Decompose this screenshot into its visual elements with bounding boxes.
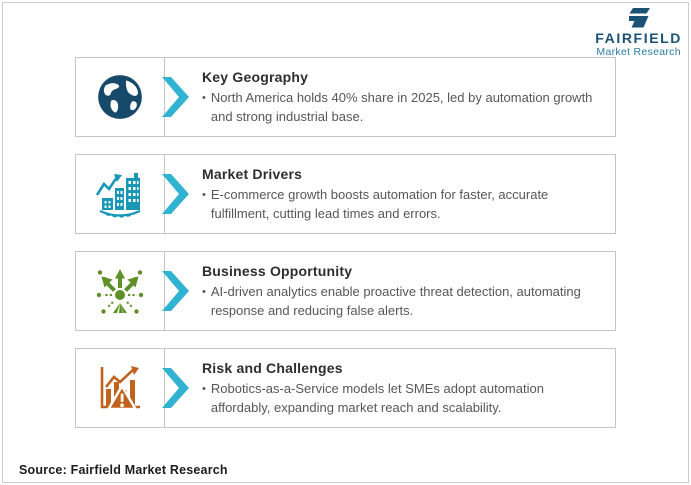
insight-text: Risk and Challenges • Robotics-as-a-Serv… <box>165 349 615 427</box>
row-business-opportunity: Business Opportunity • AI-driven analyti… <box>75 251 616 331</box>
row-risk-and-challenges: Risk and Challenges • Robotics-as-a-Serv… <box>75 348 616 428</box>
insight-text: Business Opportunity • AI-driven analyti… <box>165 252 615 330</box>
icon-cell <box>76 252 165 330</box>
bullet-marker: • <box>202 92 206 104</box>
insight-bullet-text: AI-driven analytics enable proactive thr… <box>210 284 581 318</box>
brand-name: FAIRFIELD <box>595 30 682 46</box>
bullet-marker: • <box>202 286 206 298</box>
insight-title: Key Geography <box>202 69 309 85</box>
chevron-right-icon <box>162 174 189 214</box>
brand-tagline: Market Research <box>596 46 681 58</box>
opportunity-burst-icon <box>96 269 144 314</box>
growth-buildings-icon <box>95 173 141 218</box>
fairfield-flag-icon <box>629 8 651 28</box>
bullet-marker: • <box>202 383 206 395</box>
source-attribution: Source: Fairfield Market Research <box>19 463 228 477</box>
row-market-drivers: Market Drivers • E-commerce growth boost… <box>75 154 616 234</box>
globe-icon <box>98 75 142 119</box>
row-key-geography: Key Geography • North America holds 40% … <box>75 57 616 137</box>
insight-text: Market Drivers • E-commerce growth boost… <box>165 155 615 233</box>
icon-cell <box>76 155 165 233</box>
insight-bullet-text: North America holds 40% share in 2025, l… <box>210 90 593 124</box>
insight-bullet-text: Robotics-as-a-Service models let SMEs ad… <box>210 381 544 415</box>
brand-logo: FAIRFIELD Market Research <box>595 7 682 58</box>
icon-cell <box>76 349 165 427</box>
insight-title: Market Drivers <box>202 166 303 182</box>
insight-title: Risk and Challenges <box>202 360 343 376</box>
bullet-marker: • <box>202 189 206 201</box>
chevron-right-icon <box>162 271 189 311</box>
insight-rows: Key Geography • North America holds 40% … <box>75 57 616 445</box>
insight-title: Business Opportunity <box>202 263 353 279</box>
insight-text: Key Geography • North America holds 40% … <box>165 58 615 136</box>
chevron-right-icon <box>162 368 189 408</box>
insight-description: • AI-driven analytics enable proactive t… <box>202 282 593 320</box>
chevron-right-icon <box>162 77 189 117</box>
icon-cell <box>76 58 165 136</box>
risk-chart-icon <box>100 366 140 411</box>
insight-description: • North America holds 40% share in 2025,… <box>202 88 593 126</box>
insight-description: • Robotics-as-a-Service models let SMEs … <box>202 379 593 417</box>
insight-description: • E-commerce growth boosts automation fo… <box>202 185 593 223</box>
insight-bullet-text: E-commerce growth boosts automation for … <box>210 187 549 221</box>
